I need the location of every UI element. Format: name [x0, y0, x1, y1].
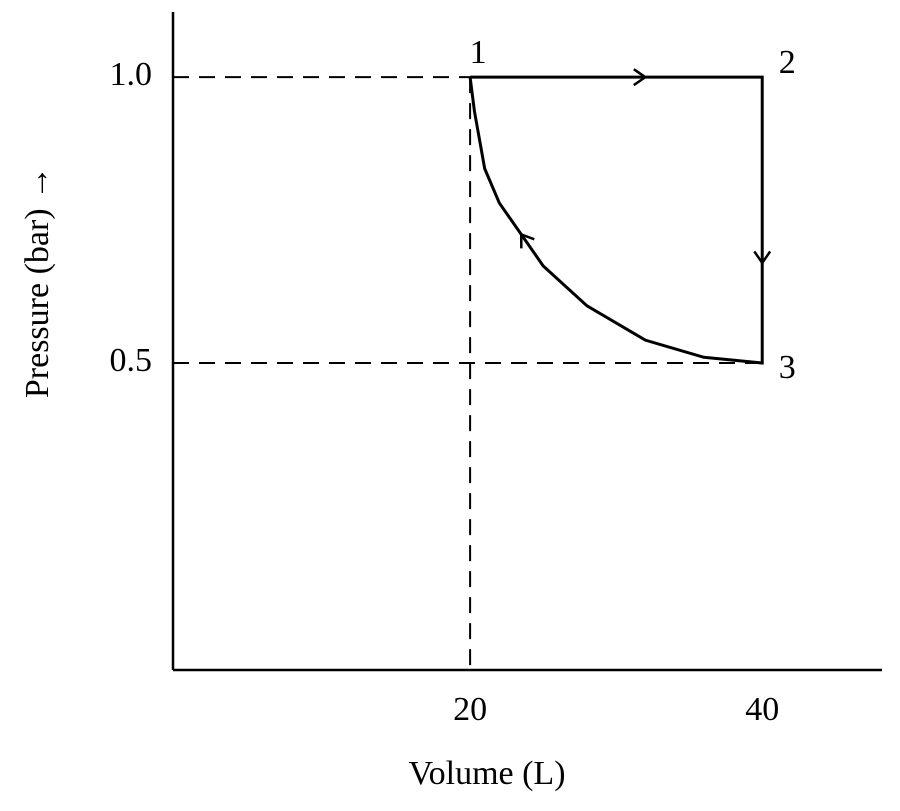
x-tick-label: 40 [745, 691, 779, 728]
direction-arrow [633, 68, 648, 87]
point-label: 1 [470, 34, 487, 71]
y-tick-label: 0.5 [110, 342, 153, 379]
y-tick-label: 1.0 [110, 56, 153, 93]
point-label: 2 [779, 44, 796, 81]
x-tick-label: 20 [453, 691, 487, 728]
direction-arrow [519, 232, 535, 249]
point-label: 3 [779, 349, 796, 386]
cycle-path [468, 75, 764, 365]
x-axis-label: Volume (L) [408, 755, 565, 792]
y-axis-label: Pressure (bar) → [19, 166, 56, 398]
direction-arrow [753, 250, 772, 266]
